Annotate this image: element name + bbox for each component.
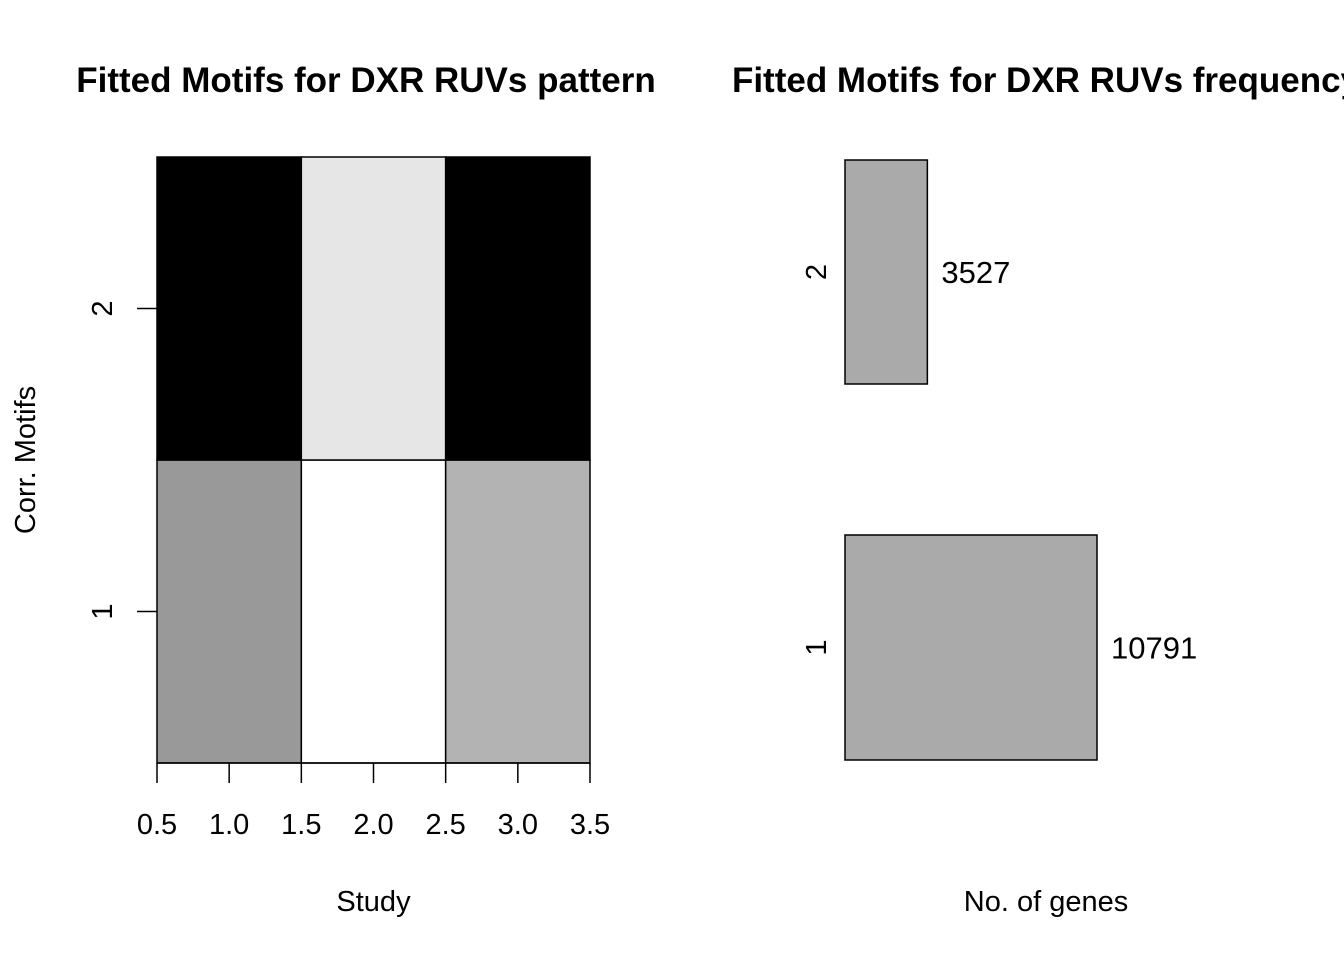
pattern-panel: Fitted Motifs for DXR RUVs pattern 0.5 1.… [10, 61, 656, 918]
frequency-bar [844, 534, 1098, 761]
pattern-y-axis: 12 [87, 300, 157, 620]
frequency-bars: 10791 1 3527 2 [801, 159, 1197, 761]
x-tick-label: 3.0 [498, 809, 538, 841]
x-tick-label: 3.5 [570, 809, 610, 841]
y-tick-label: 2 [87, 300, 119, 316]
bar-category-label: 2 [801, 264, 833, 280]
pattern-y-label: Corr. Motifs [10, 386, 42, 534]
x-tick-label: 2.5 [426, 809, 466, 841]
pattern-title: Fitted Motifs for DXR RUVs pattern [76, 61, 655, 100]
frequency-x-label: No. of genes [964, 886, 1128, 918]
y-tick-label: 1 [87, 603, 119, 619]
frequency-title: Fitted Motifs for DXR RUVs frequency [732, 61, 1344, 100]
heatmap-cell [444, 459, 591, 764]
heatmap-cell [300, 156, 447, 461]
frequency-panel: Fitted Motifs for DXR RUVs frequency 107… [732, 61, 1344, 918]
bar-value-label: 10791 [1111, 631, 1197, 666]
frequency-bar [844, 159, 929, 385]
x-tick-label: 2.0 [353, 809, 393, 841]
heatmap-cell [300, 459, 447, 764]
heatmap-cell [156, 156, 303, 461]
x-tick-label: 1.0 [209, 809, 249, 841]
bar-value-label: 3527 [941, 255, 1010, 290]
pattern-x-label: Study [336, 886, 411, 918]
pattern-cells [156, 156, 591, 764]
pattern-x-axis: 0.5 1.0 1.5 2.0 2.5 3.0 3.5 [137, 762, 610, 841]
bar-category-label: 1 [801, 639, 833, 655]
x-tick-label: 0.5 [137, 809, 177, 841]
x-tick-label: 1.5 [281, 809, 321, 841]
heatmap-cell [156, 459, 303, 764]
heatmap-cell [444, 156, 591, 461]
